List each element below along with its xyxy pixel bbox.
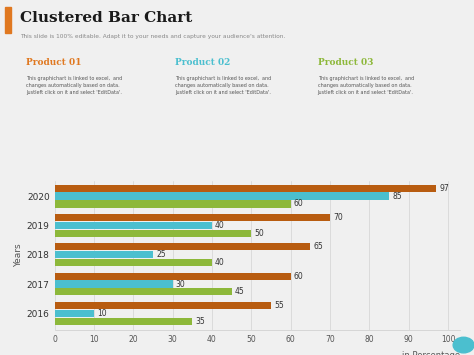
Text: 70: 70: [333, 213, 343, 222]
Bar: [55, 288, 232, 295]
Bar: [55, 310, 94, 317]
Text: 97: 97: [439, 184, 449, 193]
Text: 30: 30: [176, 279, 185, 289]
Text: 45: 45: [235, 288, 245, 296]
Text: 35: 35: [195, 317, 205, 326]
Text: This graphichart is linked to excel,  and
changes automatically based on data.
J: This graphichart is linked to excel, and…: [175, 76, 272, 95]
Text: 60: 60: [294, 272, 303, 281]
Text: 40: 40: [215, 258, 225, 267]
Text: Product 02: Product 02: [175, 58, 231, 67]
Text: This graphichart is linked to excel,  and
changes automatically based on data.
J: This graphichart is linked to excel, and…: [26, 76, 122, 95]
Bar: [55, 302, 271, 309]
Bar: [55, 200, 291, 208]
Text: This graphichart is linked to excel,  and
changes automatically based on data.
J: This graphichart is linked to excel, and…: [318, 76, 414, 95]
Text: 40: 40: [215, 221, 225, 230]
Bar: [55, 230, 251, 237]
Bar: [55, 318, 192, 325]
Bar: [55, 185, 436, 192]
Text: This slide is 100% editable. Adapt it to your needs and capture your audience's : This slide is 100% editable. Adapt it to…: [20, 34, 285, 39]
Bar: [55, 214, 330, 221]
Bar: [55, 251, 153, 258]
Text: 60: 60: [294, 200, 303, 208]
Bar: [55, 243, 310, 250]
Text: 65: 65: [313, 242, 323, 251]
FancyBboxPatch shape: [5, 7, 11, 33]
Text: 25: 25: [156, 250, 165, 259]
Bar: [55, 280, 173, 288]
Text: 85: 85: [392, 192, 402, 201]
Text: Clustered Bar Chart: Clustered Bar Chart: [20, 11, 192, 25]
Text: Product 03: Product 03: [318, 58, 373, 67]
Bar: [55, 259, 212, 266]
Text: 10: 10: [97, 309, 107, 318]
Circle shape: [453, 337, 474, 353]
Text: 55: 55: [274, 301, 284, 310]
Y-axis label: Years: Years: [14, 244, 23, 267]
Bar: [55, 192, 389, 200]
Text: Product 01: Product 01: [26, 58, 82, 67]
Bar: [55, 222, 212, 229]
X-axis label: in Percentage: in Percentage: [401, 351, 460, 355]
Bar: [55, 273, 291, 280]
Text: 50: 50: [255, 229, 264, 238]
